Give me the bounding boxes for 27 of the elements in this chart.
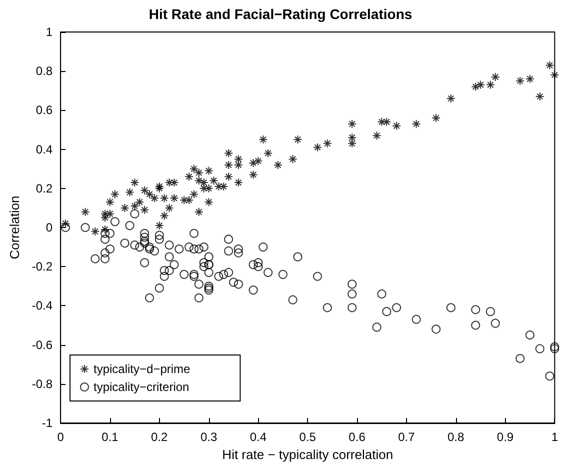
y-tick-label: 0.8 [36,64,53,78]
legend-label: typicality−d−prime [94,362,191,376]
x-tick-label: 0.9 [496,430,514,444]
x-tick-label: 1 [551,430,558,444]
y-tick-label: -0.4 [32,298,53,313]
y-tick-label: -0.2 [32,260,53,274]
x-tick-label: 0.4 [250,430,267,444]
x-tick-label: 0.8 [448,430,465,444]
x-axis-title: Hit rate − typicality correlation [222,446,394,462]
y-tick-label: 0 [46,220,53,234]
chart-title: Hit Rate and Facial−Rating Correlations [148,6,412,22]
y-tick-label: -1 [42,416,53,430]
x-tick-label: 0.1 [102,430,119,444]
y-tick-label: 0.4 [36,142,53,156]
y-tick-label: 0.2 [36,181,53,196]
x-tick-label: 0.7 [398,430,416,444]
x-tick-label: 0.3 [200,430,218,444]
x-tick-label: 0.6 [348,430,366,444]
x-tick-label: 0.2 [151,430,168,444]
y-tick-label: -0.8 [32,376,53,391]
y-tick-label: -0.6 [32,338,53,352]
legend-label: typicality−criterion [94,380,190,394]
x-tick-label: 0.5 [299,430,316,444]
y-tick-label: 1 [46,25,53,39]
y-tick-label: 0.6 [36,103,53,118]
y-axis-title: Correlation [7,196,22,260]
x-tick-label: 0 [57,430,64,444]
